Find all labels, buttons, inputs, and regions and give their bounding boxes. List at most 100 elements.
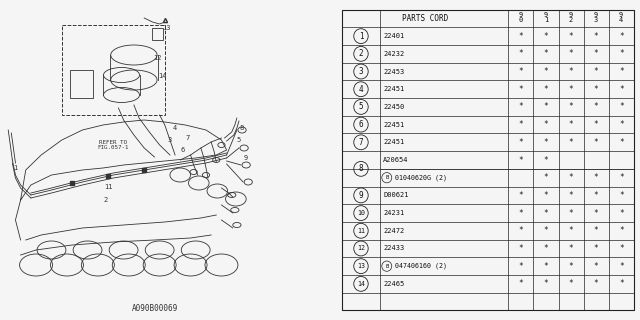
Text: *: * <box>543 244 548 253</box>
Text: 9: 9 <box>358 191 364 200</box>
Text: *: * <box>619 102 623 111</box>
Text: 22472: 22472 <box>383 228 404 234</box>
Text: 5: 5 <box>358 102 364 111</box>
Text: *: * <box>569 244 573 253</box>
Text: *: * <box>619 173 623 182</box>
Text: *: * <box>594 173 598 182</box>
Text: 9
0: 9 0 <box>519 12 523 23</box>
Text: 22451: 22451 <box>383 122 404 128</box>
Text: 01040620G (2): 01040620G (2) <box>395 174 447 181</box>
Text: *: * <box>569 226 573 235</box>
Text: *: * <box>594 138 598 147</box>
Text: *: * <box>518 102 523 111</box>
Text: *: * <box>518 209 523 218</box>
Text: *: * <box>594 209 598 218</box>
Text: *: * <box>543 49 548 58</box>
Text: 6: 6 <box>180 147 184 153</box>
Text: A20654: A20654 <box>383 157 408 163</box>
Text: *: * <box>594 226 598 235</box>
Text: *: * <box>569 32 573 41</box>
Text: 7: 7 <box>358 138 364 147</box>
Text: 11: 11 <box>104 184 113 190</box>
Text: *: * <box>619 209 623 218</box>
Text: 6: 6 <box>358 120 364 129</box>
Text: 24231: 24231 <box>383 210 404 216</box>
Text: *: * <box>543 173 548 182</box>
Text: *: * <box>543 226 548 235</box>
Text: *: * <box>569 120 573 129</box>
Text: PARTS CORD: PARTS CORD <box>402 14 448 23</box>
Text: REFER TO
FIG.057-1: REFER TO FIG.057-1 <box>97 140 129 150</box>
Text: 9
3: 9 3 <box>594 12 598 23</box>
Text: B: B <box>385 264 388 269</box>
Text: *: * <box>569 138 573 147</box>
Text: 22453: 22453 <box>383 68 404 75</box>
Text: *: * <box>518 156 523 164</box>
Text: 3: 3 <box>358 67 364 76</box>
Text: *: * <box>619 279 623 288</box>
Text: 10: 10 <box>357 210 365 216</box>
Text: *: * <box>518 32 523 41</box>
Text: *: * <box>569 85 573 94</box>
Text: *: * <box>594 279 598 288</box>
Text: 24232: 24232 <box>383 51 404 57</box>
Text: *: * <box>594 244 598 253</box>
Text: *: * <box>594 191 598 200</box>
Text: *: * <box>594 102 598 111</box>
Text: *: * <box>518 67 523 76</box>
Text: *: * <box>518 138 523 147</box>
Text: *: * <box>619 191 623 200</box>
Text: 8: 8 <box>240 125 244 131</box>
Text: 9
2: 9 2 <box>569 12 573 23</box>
Text: 22451: 22451 <box>383 139 404 145</box>
Text: *: * <box>619 120 623 129</box>
Text: 7: 7 <box>186 135 189 141</box>
Text: 13: 13 <box>357 263 365 269</box>
Text: 14: 14 <box>159 73 167 79</box>
Text: *: * <box>619 244 623 253</box>
Text: 22433: 22433 <box>383 245 404 252</box>
Text: *: * <box>619 226 623 235</box>
Text: *: * <box>543 32 548 41</box>
Text: 22450: 22450 <box>383 104 404 110</box>
Text: *: * <box>569 262 573 271</box>
Text: *: * <box>518 191 523 200</box>
Text: 9
4: 9 4 <box>619 12 623 23</box>
Text: 047406160 (2): 047406160 (2) <box>395 263 447 269</box>
Text: *: * <box>543 156 548 164</box>
Text: 3: 3 <box>168 137 172 143</box>
Text: 9: 9 <box>244 155 248 161</box>
Text: 2: 2 <box>103 197 108 203</box>
Text: *: * <box>594 49 598 58</box>
Text: *: * <box>543 191 548 200</box>
Text: 22401: 22401 <box>383 33 404 39</box>
Text: *: * <box>569 279 573 288</box>
Text: *: * <box>594 32 598 41</box>
Text: *: * <box>543 262 548 271</box>
Text: *: * <box>569 102 573 111</box>
Text: *: * <box>569 173 573 182</box>
Text: 2: 2 <box>358 49 364 58</box>
Text: 4: 4 <box>358 85 364 94</box>
Text: *: * <box>518 262 523 271</box>
Text: *: * <box>518 279 523 288</box>
Text: D00621: D00621 <box>383 192 408 198</box>
Text: *: * <box>619 67 623 76</box>
Text: 11: 11 <box>357 228 365 234</box>
Text: 8: 8 <box>358 164 364 173</box>
Text: *: * <box>619 85 623 94</box>
Text: *: * <box>518 49 523 58</box>
Text: 4: 4 <box>173 125 177 131</box>
Text: *: * <box>518 120 523 129</box>
Text: *: * <box>594 85 598 94</box>
Text: 12: 12 <box>357 245 365 252</box>
Text: *: * <box>543 209 548 218</box>
Text: *: * <box>518 85 523 94</box>
Text: A090B00069: A090B00069 <box>131 304 178 313</box>
Text: *: * <box>569 67 573 76</box>
Text: *: * <box>619 262 623 271</box>
Text: 12: 12 <box>154 55 162 61</box>
Text: *: * <box>543 102 548 111</box>
Text: *: * <box>594 262 598 271</box>
Text: 22451: 22451 <box>383 86 404 92</box>
